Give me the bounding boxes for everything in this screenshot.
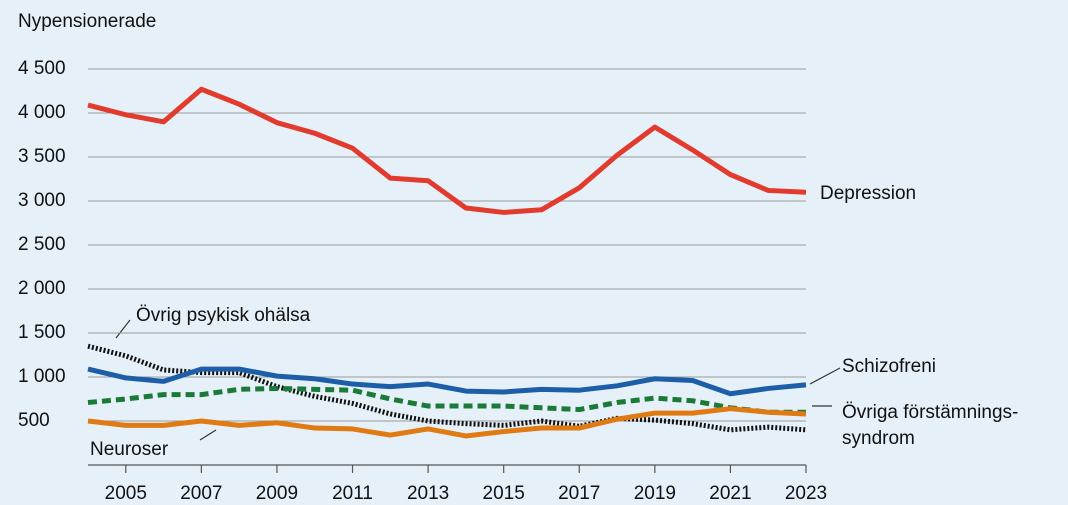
series-line [87,86,807,215]
x-tick-label: 2005 [105,483,147,504]
x-tick-label: 2007 [180,483,222,504]
y-tick-label: 3 500 [18,146,66,167]
y-tick-label: 1 000 [18,366,66,387]
series-label: Övrig psykisk ohälsa [136,305,311,326]
series-label: Övriga förstämnings- [842,402,1018,423]
y-tick-label: 2 500 [18,234,66,255]
x-tick-label: 2023 [785,483,827,504]
leader-line [199,429,217,441]
series-label: Neuroser [90,439,169,460]
series-line [87,366,807,397]
x-tick-label: 2013 [407,483,449,504]
leader-line [115,319,131,339]
y-tick-label: 500 [18,410,50,431]
chart-title: Nypensionerade [18,11,156,32]
leaders [115,319,841,441]
y-tick-label: 1 500 [18,322,66,343]
y-tick-label: 3 000 [18,190,66,211]
series-line [87,343,807,433]
y-tick-label: 4 000 [18,102,66,123]
series-line [87,385,806,415]
series-line [87,406,807,439]
x-tick-label: 2011 [332,483,373,504]
series-label: syndrom [842,428,915,449]
x-tick-label: 2009 [256,483,298,504]
leader-line [809,367,841,385]
x-tick-label: 2019 [634,483,676,504]
y-tick-label: 4 500 [18,58,66,79]
x-tick-label: 2017 [558,483,600,504]
series-label: Schizofreni [842,356,936,377]
x-tick-label: 2021 [709,483,751,504]
y-tick-label: 2 000 [18,278,66,299]
x-tick-label: 2015 [483,483,525,504]
series-label: Depression [820,183,916,204]
